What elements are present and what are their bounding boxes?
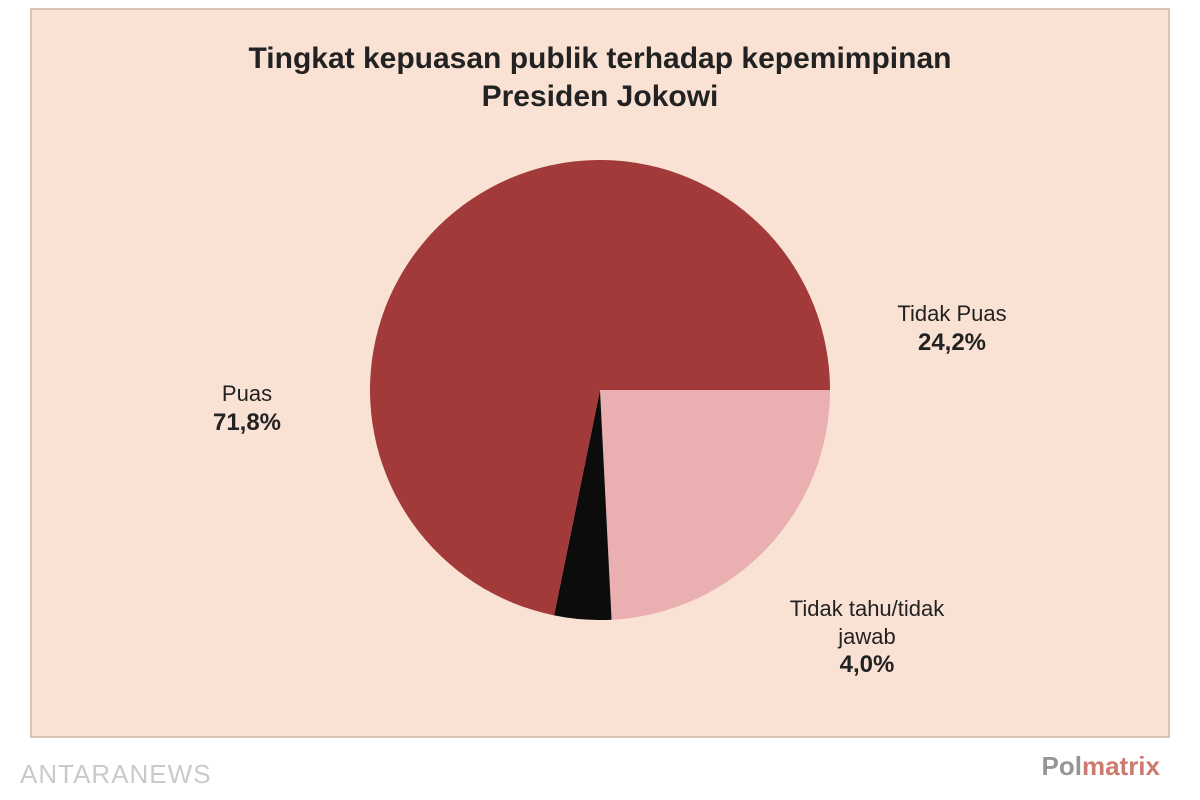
pie-svg bbox=[370, 160, 830, 620]
watermark-antaranews: ANTARANEWS bbox=[20, 759, 212, 790]
watermark-part1: Pol bbox=[1042, 751, 1082, 781]
slice-name: Tidak Puas bbox=[852, 300, 1052, 328]
slice-label-tidak-puas: Tidak Puas 24,2% bbox=[852, 300, 1052, 358]
chart-title: Tingkat kepuasan publik terhadap kepemim… bbox=[32, 40, 1168, 115]
slice-label-tidak-tahu: Tidak tahu/tidak jawab 4,0% bbox=[752, 595, 982, 680]
canvas: Tingkat kepuasan publik terhadap kepemim… bbox=[0, 0, 1200, 800]
slice-name: Puas bbox=[167, 380, 327, 408]
chart-title-line1: Tingkat kepuasan publik terhadap kepemim… bbox=[249, 42, 952, 75]
watermark-part2: matrix bbox=[1082, 751, 1160, 781]
slice-value: 71,8% bbox=[167, 408, 327, 438]
pie-chart bbox=[370, 160, 830, 620]
slice-value: 24,2% bbox=[852, 328, 1052, 358]
pie-slice bbox=[600, 390, 830, 620]
slice-label-puas: Puas 71,8% bbox=[167, 380, 327, 438]
watermark-polmatrix: Polmatrix bbox=[1042, 751, 1161, 782]
chart-title-line2: Presiden Jokowi bbox=[482, 80, 719, 113]
slice-value: 4,0% bbox=[752, 650, 982, 680]
slice-name: Tidak tahu/tidak jawab bbox=[752, 595, 982, 650]
chart-card: Tingkat kepuasan publik terhadap kepemim… bbox=[30, 8, 1170, 738]
